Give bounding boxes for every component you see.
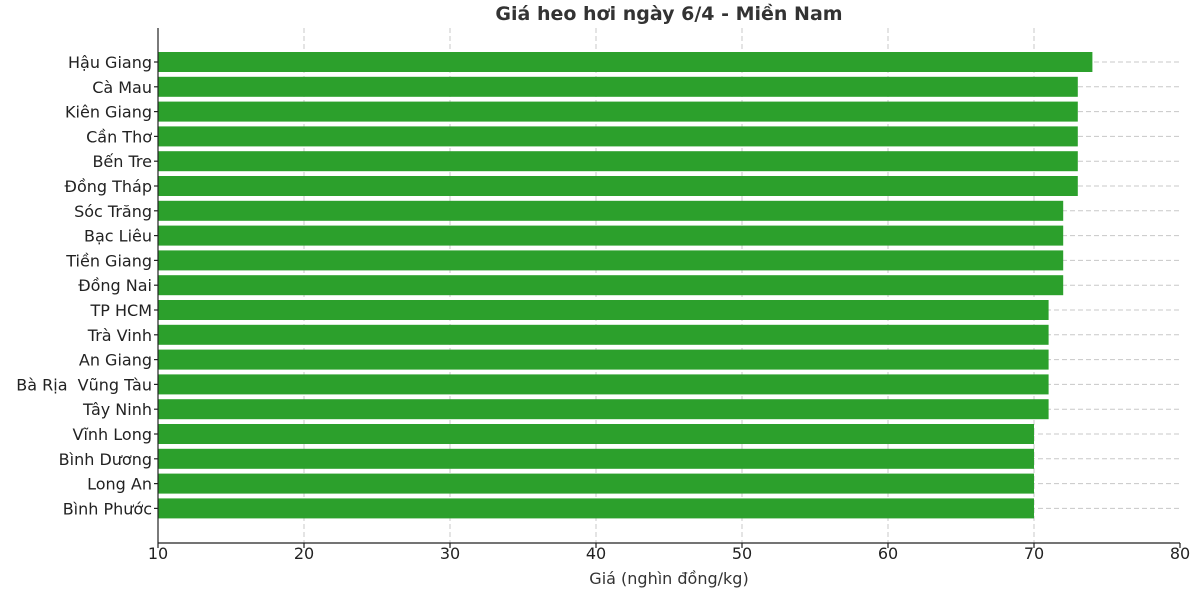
y-tick-label: TP HCM [89, 301, 152, 320]
bar [158, 275, 1064, 296]
x-tick-label: 10 [148, 544, 168, 563]
y-tick-label: An Giang [79, 351, 152, 370]
y-tick-label: Trà Vinh [87, 326, 152, 345]
bar [158, 374, 1049, 395]
chart-title: Giá heo hơi ngày 6/4 - Miền Nam [495, 2, 842, 25]
y-tick-label: Long An [87, 475, 152, 494]
bar [158, 101, 1078, 122]
bar [158, 126, 1078, 147]
bar [158, 324, 1049, 345]
bar [158, 250, 1064, 271]
bars [158, 52, 1093, 519]
x-tick-label: 40 [586, 544, 606, 563]
y-tick-label: Cần Thơ [86, 127, 152, 146]
bar [158, 52, 1093, 72]
x-axis-label: Giá (nghìn đồng/kg) [589, 569, 748, 588]
y-tick-label: Vĩnh Long [73, 425, 152, 444]
y-tick-label: Bạc Liêu [84, 227, 152, 246]
bar [158, 300, 1049, 320]
bar [158, 176, 1078, 196]
x-tick-label: 70 [1024, 544, 1044, 563]
x-tick-label: 50 [732, 544, 752, 563]
y-tick-label: Hậu Giang [68, 53, 152, 72]
x-tick-label: 20 [294, 544, 314, 563]
bar [158, 448, 1034, 469]
bar [158, 200, 1064, 221]
y-tick-label: Đồng Nai [78, 276, 152, 295]
axes [154, 28, 1181, 548]
y-tick-label: Kiên Giang [65, 103, 152, 122]
x-tick-label: 60 [878, 544, 898, 563]
bar [158, 225, 1064, 246]
y-tick-label: Bà Rịa Vũng Tàu [16, 375, 152, 394]
y-tick-label: Tiền Giang [65, 251, 152, 270]
y-tick-label: Cà Mau [92, 78, 152, 97]
x-tick-labels: 10 20 30 40 50 60 70 80 [148, 544, 1190, 563]
bar [158, 498, 1034, 519]
y-tick-label: Bình Phước [63, 499, 152, 518]
y-tick-label: Sóc Trăng [74, 202, 152, 221]
y-tick-labels: Hậu Giang Cà Mau Kiên Giang Cần Thơ Bến Tre Đ… [16, 53, 152, 518]
bar [158, 424, 1034, 444]
bar [158, 151, 1078, 172]
bar [158, 349, 1049, 370]
y-tick-label: Đồng Tháp [65, 177, 152, 196]
y-tick-label: Bình Dương [59, 450, 152, 469]
x-tick-label: 30 [440, 544, 460, 563]
x-tick-label: 80 [1170, 544, 1190, 563]
bar [158, 76, 1078, 97]
bar [158, 473, 1034, 494]
bar [158, 399, 1049, 420]
y-tick-label: Tây Ninh [82, 400, 152, 419]
y-tick-label: Bến Tre [92, 152, 152, 171]
